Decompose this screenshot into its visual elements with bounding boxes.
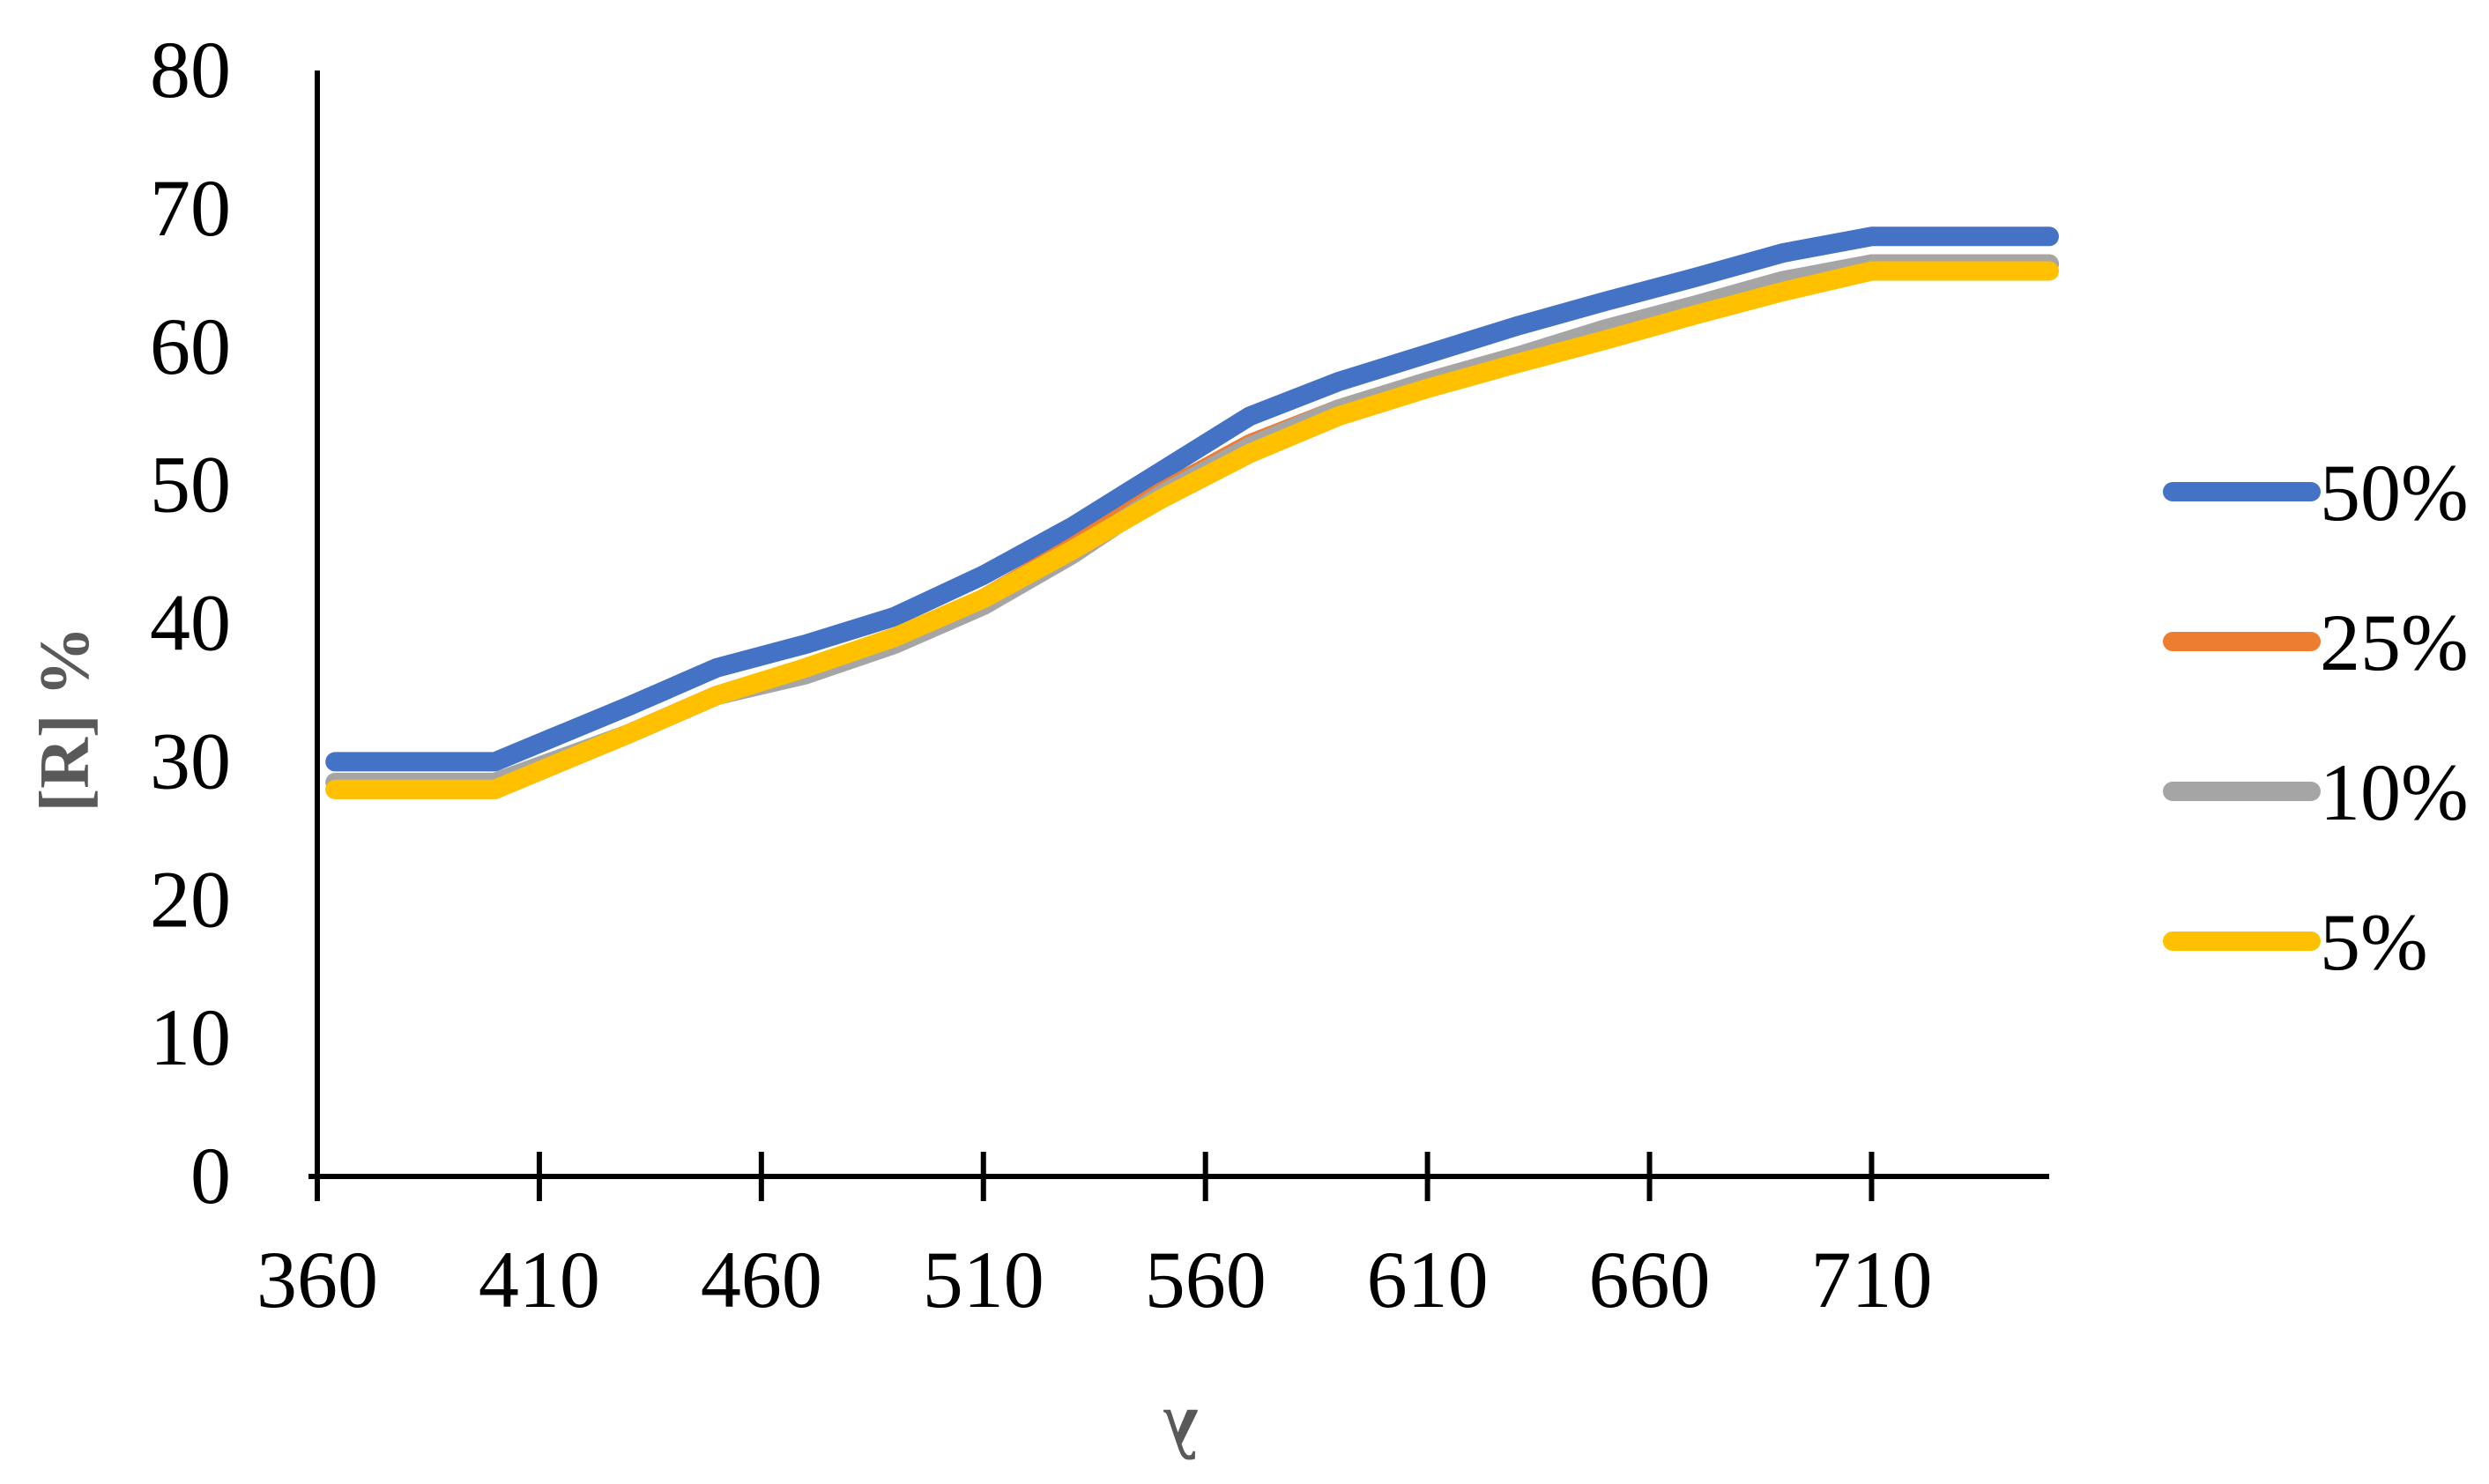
y-axis-title: [R] % [26, 626, 104, 812]
x-tick-label: 610 [1367, 1235, 1489, 1324]
series-line-5pct [325, 261, 2059, 799]
series-line-50pct [325, 226, 2059, 772]
legend-label-5pct: 5% [2320, 897, 2428, 987]
x-tick-label: 660 [1589, 1235, 1711, 1324]
y-tick-label: 60 [150, 301, 231, 391]
y-tick-label: 70 [150, 163, 231, 253]
x-tick-label: 560 [1145, 1235, 1267, 1324]
y-tick-label: 80 [150, 25, 231, 115]
y-tick-label: 20 [150, 854, 231, 944]
series-line-10pct [325, 254, 2059, 792]
y-tick-label: 30 [150, 716, 231, 805]
legend-label-50pct: 50% [2320, 448, 2469, 538]
x-axis-title: λ [1163, 1394, 1199, 1472]
legend-label-10pct: 10% [2320, 747, 2469, 837]
x-ticks: 360 410 460 510 560 610 660 710 [256, 1152, 1932, 1324]
legend: 50% 25% 10% 5% [2163, 448, 2469, 987]
y-tick-label: 40 [150, 578, 231, 668]
y-tick-label: 10 [150, 992, 231, 1082]
x-tick-label: 410 [479, 1235, 600, 1324]
x-tick-label: 360 [256, 1235, 378, 1324]
x-tick-label: 710 [1810, 1235, 1932, 1324]
y-ticks: 0 10 20 30 40 50 60 70 80 [150, 25, 231, 1221]
plot-lines [325, 226, 2059, 799]
x-tick-label: 460 [701, 1235, 822, 1324]
series-line-25pct [325, 254, 2059, 799]
y-tick-label: 0 [190, 1131, 231, 1221]
y-tick-label: 50 [150, 440, 231, 530]
legend-label-25pct: 25% [2320, 597, 2469, 687]
x-tick-label: 510 [923, 1235, 1044, 1324]
